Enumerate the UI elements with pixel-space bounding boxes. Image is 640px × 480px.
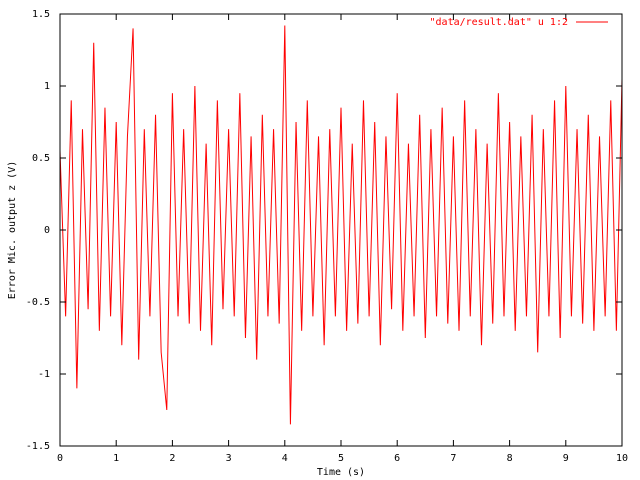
y-tick-label: -0.5 (26, 297, 50, 308)
x-tick-label: 8 (507, 453, 513, 464)
x-tick-label: 7 (450, 453, 456, 464)
x-tick-label: 5 (338, 453, 344, 464)
plot-border (59, 13, 623, 447)
x-tick-label: 10 (616, 453, 628, 464)
y-tick-label: 0 (44, 225, 50, 236)
x-tick-label: 2 (169, 453, 175, 464)
x-axis-label: Time (s) (317, 467, 365, 478)
y-axis-label: Error Mic. output z (V) (7, 161, 18, 299)
y-tick-label: 1 (44, 81, 50, 92)
legend-label: "data/result.dat" u 1:2 (430, 17, 568, 28)
y-tick-label: -1 (38, 369, 50, 380)
x-tick-label: 0 (57, 453, 63, 464)
y-tick-label: -1.5 (26, 441, 50, 452)
x-tick-label: 6 (394, 453, 400, 464)
x-tick-label: 1 (113, 453, 119, 464)
y-tick-label: 1.5 (32, 9, 50, 20)
y-tick-label: 0.5 (32, 153, 50, 164)
data-line (59, 25, 623, 425)
x-tick-label: 9 (563, 453, 569, 464)
x-tick-label: 4 (282, 453, 288, 464)
x-tick-label: 3 (226, 453, 232, 464)
